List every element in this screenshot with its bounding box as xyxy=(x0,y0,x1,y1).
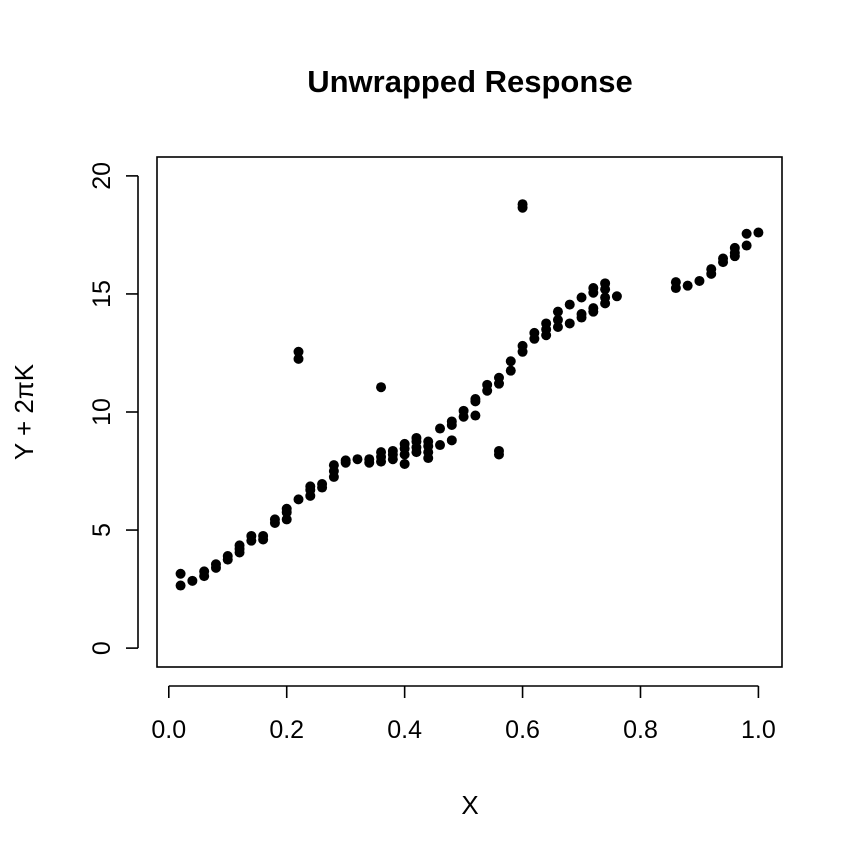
data-point xyxy=(246,530,257,541)
data-point xyxy=(576,292,587,303)
data-point xyxy=(517,199,528,210)
data-point xyxy=(364,454,375,465)
data-point xyxy=(541,318,552,329)
data-point xyxy=(328,460,339,471)
data-point xyxy=(588,303,599,314)
data-point xyxy=(293,494,304,505)
data-points xyxy=(175,199,764,591)
data-point xyxy=(718,253,729,264)
x-tick-label: 0.2 xyxy=(269,716,304,744)
x-tick-label: 0.8 xyxy=(623,716,658,744)
data-point xyxy=(600,292,611,303)
y-axis: 0 5 10 15 20 xyxy=(88,162,139,655)
data-point xyxy=(552,314,563,325)
y-tick-label: 0 xyxy=(88,641,116,655)
x-axis-label: X xyxy=(461,790,478,820)
data-point xyxy=(682,280,693,291)
x-tick-label: 0.6 xyxy=(505,716,540,744)
data-point xyxy=(435,440,446,451)
data-point xyxy=(411,432,422,443)
data-point xyxy=(435,423,446,434)
data-point xyxy=(446,435,457,446)
data-point xyxy=(493,445,504,456)
data-point xyxy=(588,283,599,294)
data-point xyxy=(600,278,611,289)
data-point xyxy=(505,365,516,376)
data-point xyxy=(741,240,752,251)
data-point xyxy=(399,458,410,469)
data-point xyxy=(446,416,457,427)
data-point xyxy=(187,575,198,586)
data-point xyxy=(423,436,434,447)
data-point xyxy=(517,340,528,351)
data-point xyxy=(269,514,280,525)
data-point xyxy=(470,394,481,405)
y-tick-label: 15 xyxy=(88,280,116,308)
y-tick-label: 5 xyxy=(88,523,116,537)
data-point xyxy=(611,291,622,302)
chart-title: Unwrapped Response xyxy=(307,64,633,99)
data-point xyxy=(729,242,740,253)
y-tick-label: 20 xyxy=(88,162,116,190)
data-point xyxy=(399,438,410,449)
data-point xyxy=(505,356,516,367)
data-point xyxy=(552,322,563,332)
data-point xyxy=(352,454,363,465)
data-point xyxy=(753,227,764,238)
x-tick-label: 0.4 xyxy=(387,716,422,744)
data-point xyxy=(258,530,269,541)
data-point xyxy=(552,306,563,317)
data-point xyxy=(387,445,398,456)
data-point xyxy=(564,318,575,329)
data-point xyxy=(305,481,316,492)
data-point xyxy=(340,455,351,466)
data-point xyxy=(576,309,587,320)
data-point xyxy=(458,405,469,416)
plot-frame xyxy=(156,156,783,668)
data-point xyxy=(376,382,387,393)
data-point xyxy=(293,346,304,357)
data-point xyxy=(175,580,186,591)
data-point xyxy=(222,551,233,562)
data-point xyxy=(694,275,705,286)
data-point xyxy=(293,353,304,364)
data-point xyxy=(706,264,717,275)
data-point xyxy=(281,514,292,525)
data-point xyxy=(317,479,328,490)
data-point xyxy=(199,566,210,577)
data-point xyxy=(376,447,387,458)
y-axis-label: Y + 2πK xyxy=(9,363,39,460)
data-point xyxy=(670,277,681,288)
x-tick-label: 0.0 xyxy=(151,716,186,744)
data-point xyxy=(482,379,493,390)
x-axis: 0.0 0.2 0.4 0.6 0.8 1.0 xyxy=(151,685,776,744)
data-point xyxy=(529,327,540,338)
x-tick-label: 1.0 xyxy=(741,716,776,744)
data-point xyxy=(564,299,575,310)
data-point xyxy=(175,568,186,579)
y-tick-label: 10 xyxy=(88,398,116,426)
data-point xyxy=(281,503,292,514)
data-point xyxy=(741,228,752,239)
data-point xyxy=(210,559,221,570)
data-point xyxy=(234,540,245,551)
data-point xyxy=(470,410,481,421)
data-point xyxy=(493,372,504,383)
